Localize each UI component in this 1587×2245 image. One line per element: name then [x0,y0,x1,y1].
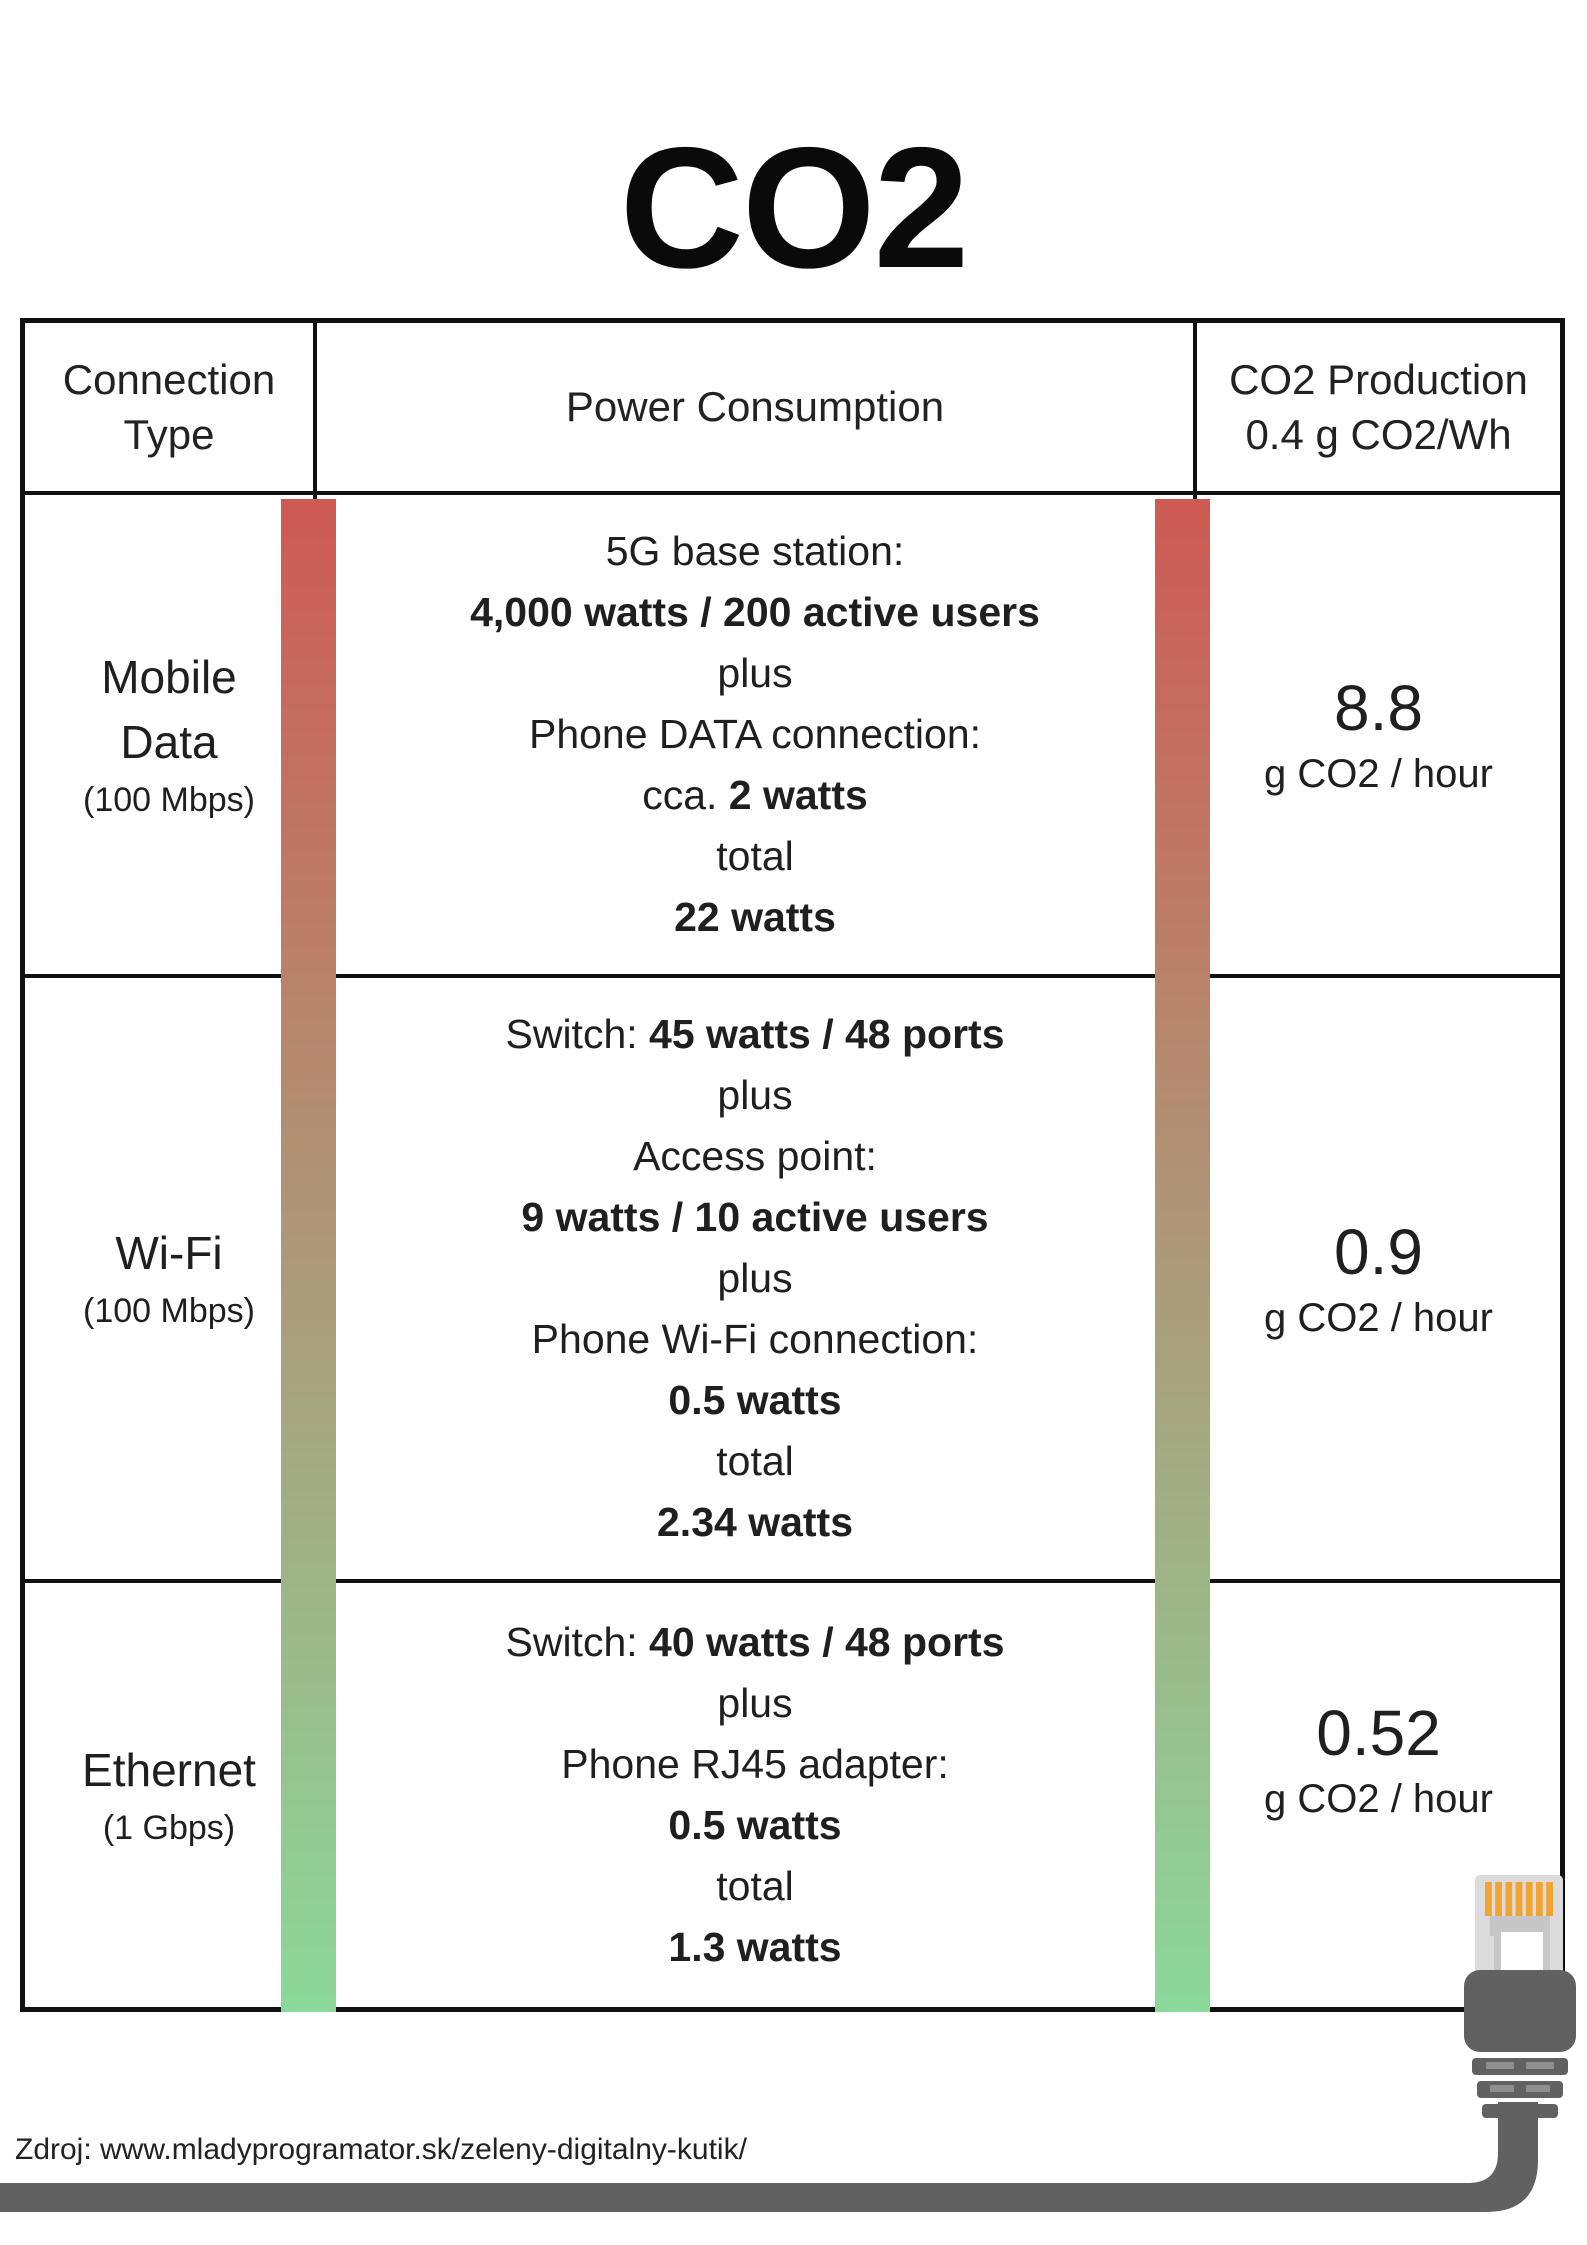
power-line: plus [717,1072,793,1118]
rj45-ethernet-cable-icon [0,1875,1576,2212]
header-co2-rate-label: 0.4 g CO2/Wh [1245,411,1512,458]
connection-speed: (1 Gbps) [102,1808,236,1847]
power-line: total [716,833,794,879]
co2-value: 8.8 [1334,671,1423,744]
rj45-boot [1464,1970,1576,2052]
power-line: 5G base station: [605,528,905,574]
power-line: plus [717,650,793,696]
power-line: 0.5 watts [668,1377,842,1423]
co2-unit: g CO2 / hour [1263,1295,1493,1340]
cable-cord [0,2102,1538,2212]
power-line: Switch: 45 watts / 48 ports [505,1011,1005,1057]
co2-value: 0.52 [1316,1697,1441,1769]
co2-unit: g CO2 / hour [1263,1777,1493,1821]
power-line: 9 watts / 10 active users [521,1194,989,1240]
co2-value: 0.9 [1334,1215,1423,1288]
power-line: plus [717,1680,793,1726]
power-line: Phone DATA connection: [528,711,982,757]
gradient-bar-right [1155,499,1210,2012]
header-power-consumption-label: Power Consumption [565,383,945,431]
power-line: Phone Wi-Fi connection: [531,1316,979,1362]
header-co2-production-label: CO2 Production [1229,355,1528,403]
connection-cell-ethernet: Ethernet (1 Gbps) [25,1583,313,2007]
connection-cell-mobile-data: Mobile Data (100 Mbps) [25,495,313,974]
power-line: 4,000 watts / 200 active users [470,589,1040,635]
power-cell-wifi: Switch: 45 watts / 48 ports plus Access … [317,978,1193,1579]
connection-name: Ethernet [82,1743,256,1796]
rj45-boot-ribs [1472,2058,1568,2118]
co2-cell-wifi: 0.9 g CO2 / hour [1197,978,1560,1579]
connection-cell-wifi: Wi-Fi (100 Mbps) [25,978,313,1579]
power-cell-ethernet: Switch: 40 watts / 48 ports plus Phone R… [317,1583,1193,2007]
header-co2-production: CO2 Production 0.4 g CO2/Wh [1197,323,1560,491]
co2-cell-ethernet: 0.52 g CO2 / hour [1197,1583,1560,2007]
power-line: 22 watts [674,894,836,940]
header-connection-type-label: Connection Type [62,355,276,458]
gradient-bar-left [281,499,336,2012]
header-connection-type: Connection Type [25,323,313,491]
header-power-consumption: Power Consumption [317,323,1193,491]
power-line: Phone RJ45 adapter: [561,1741,949,1787]
power-line: 1.3 watts [668,1924,842,1970]
connection-speed: (100 Mbps) [83,1292,255,1330]
power-line: total [716,1863,794,1909]
power-cell-mobile-data: 5G base station: 4,000 watts / 200 activ… [317,495,1193,974]
rj45-pins [1485,1882,1553,1916]
connection-name: Wi-Fi [115,1227,223,1279]
power-line: Switch: 40 watts / 48 ports [505,1619,1005,1665]
page-title: CO2 [619,112,970,304]
power-line: total [716,1438,794,1484]
power-line: 2.34 watts [657,1499,853,1545]
connection-speed: (100 Mbps) [83,780,255,819]
power-line: Access point: [633,1133,877,1179]
connection-name: Mobile Data [101,650,237,768]
co2-cell-mobile-data: 8.8 g CO2 / hour [1197,495,1560,974]
co2-comparison-table: Connection Type Power Consumption CO2 Pr… [20,318,1565,2012]
power-line: cca. 2 watts [642,772,868,818]
source-credit: Zdroj: www.mladyprogramator.sk/zeleny-di… [15,2133,747,2166]
power-line: 0.5 watts [668,1802,842,1848]
co2-unit: g CO2 / hour [1263,751,1493,796]
power-line: plus [717,1255,793,1301]
rj45-clip-window [1501,1932,1543,1975]
